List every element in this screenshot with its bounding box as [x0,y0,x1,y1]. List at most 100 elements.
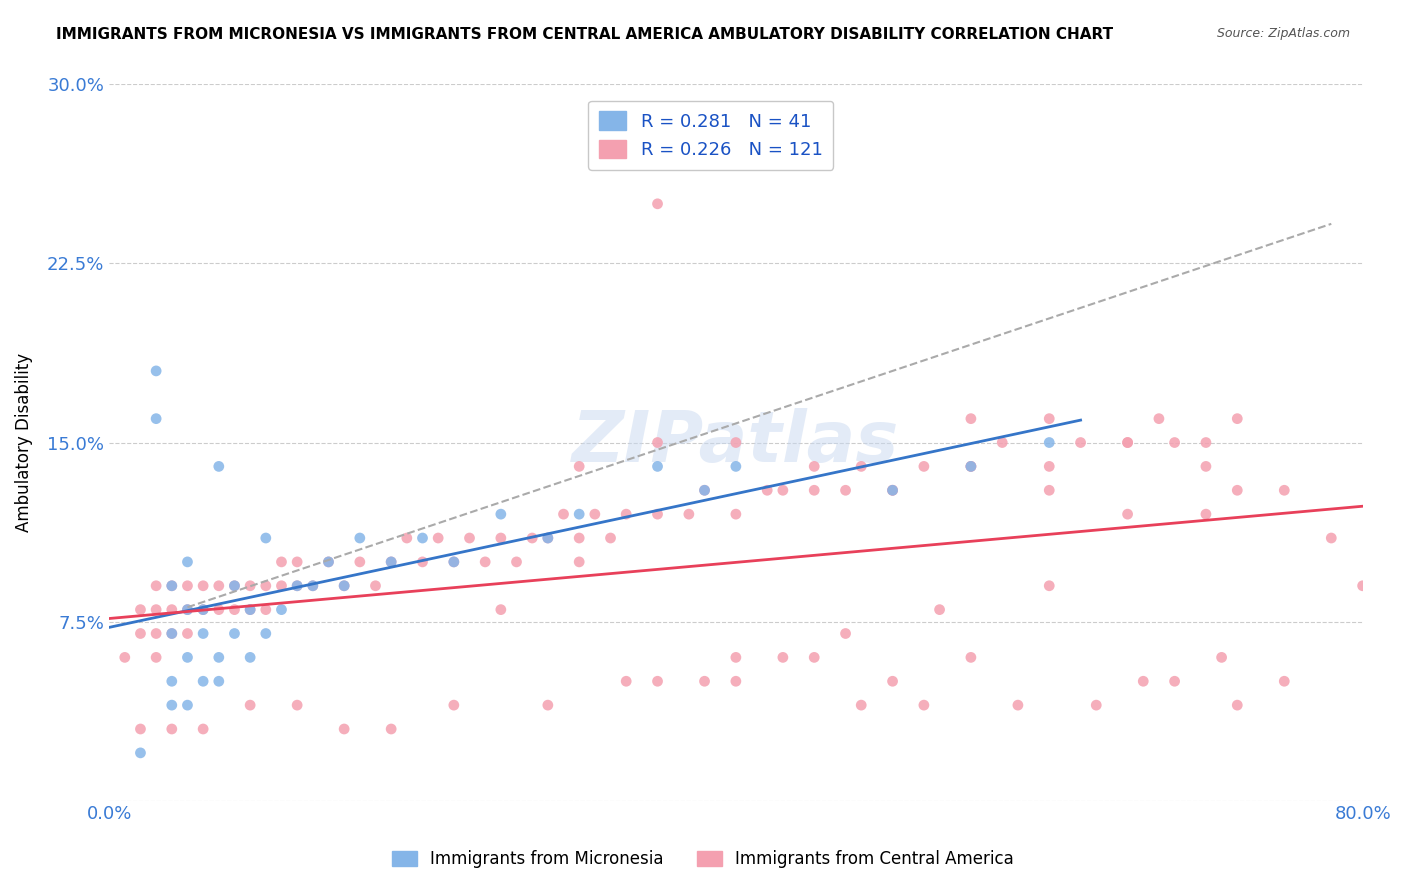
Point [176,555,198,569]
Point [1163,435,1185,450]
Point [191,579,214,593]
Point [583,507,606,521]
Point [395,531,418,545]
Point [208,650,231,665]
Point [912,459,935,474]
Point [803,483,825,498]
Point [928,602,950,616]
Point [693,483,716,498]
Point [176,626,198,640]
Point [599,531,621,545]
Point [129,602,152,616]
Point [411,555,433,569]
Point [191,674,214,689]
Point [912,698,935,713]
Point [285,698,308,713]
Point [489,602,512,616]
Point [1195,459,1218,474]
Point [568,507,591,521]
Point [380,555,402,569]
Point [647,507,669,521]
Point [333,579,356,593]
Point [960,459,983,474]
Point [254,626,277,640]
Point [678,507,700,521]
Point [693,674,716,689]
Point [333,722,356,736]
Point [285,579,308,593]
Point [1116,435,1139,450]
Point [208,602,231,616]
Point [160,626,183,640]
Point [160,579,183,593]
Point [349,531,371,545]
Point [960,459,983,474]
Point [208,674,231,689]
Point [129,722,152,736]
Point [537,531,560,545]
Point [489,507,512,521]
Point [1195,435,1218,450]
Point [568,531,591,545]
Point [114,650,136,665]
Point [176,650,198,665]
Point [724,507,747,521]
Point [427,531,450,545]
Point [772,483,794,498]
Point [191,626,214,640]
Point [647,435,669,450]
Point [254,602,277,616]
Point [522,531,544,545]
Point [443,698,465,713]
Point [364,579,387,593]
Point [1038,459,1060,474]
Point [1320,531,1343,545]
Point [208,459,231,474]
Point [145,626,167,640]
Point [191,602,214,616]
Point [568,459,591,474]
Point [285,579,308,593]
Point [239,698,262,713]
Point [1038,483,1060,498]
Point [270,579,292,593]
Point [176,579,198,593]
Point [882,483,904,498]
Point [224,579,246,593]
Point [1226,411,1249,425]
Point [160,674,183,689]
Point [301,579,323,593]
Point [270,555,292,569]
Point [443,555,465,569]
Point [191,602,214,616]
Point [129,746,152,760]
Point [224,602,246,616]
Point [349,555,371,569]
Point [160,579,183,593]
Point [960,459,983,474]
Point [1132,674,1154,689]
Point [991,435,1014,450]
Point [224,579,246,593]
Point [145,602,167,616]
Y-axis label: Ambulatory Disability: Ambulatory Disability [15,353,32,533]
Point [772,650,794,665]
Point [724,459,747,474]
Point [160,722,183,736]
Point [239,602,262,616]
Point [803,459,825,474]
Point [614,507,637,521]
Point [537,531,560,545]
Point [145,650,167,665]
Point [960,650,983,665]
Point [803,650,825,665]
Point [285,555,308,569]
Point [851,459,873,474]
Point [1272,483,1295,498]
Point [129,626,152,640]
Point [1007,698,1029,713]
Point [960,411,983,425]
Text: Source: ZipAtlas.com: Source: ZipAtlas.com [1216,27,1350,40]
Point [693,483,716,498]
Point [458,531,481,545]
